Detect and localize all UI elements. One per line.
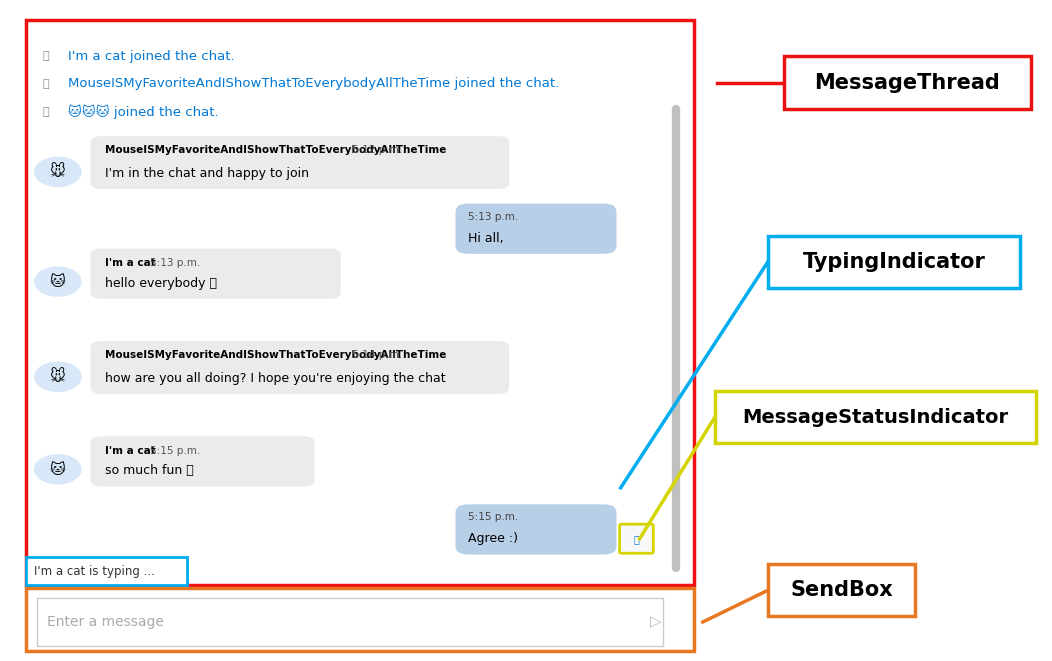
Text: 🐱🐱🐱 joined the chat.: 🐱🐱🐱 joined the chat. [68, 104, 219, 119]
Text: so much fun 🙂: so much fun 🙂 [105, 464, 194, 477]
Text: MouseISMyFavoriteAndIShowThatToEverybodyAllTheTime joined the chat.: MouseISMyFavoriteAndIShowThatToEverybody… [68, 77, 560, 91]
Text: I'm a cat: I'm a cat [105, 446, 156, 455]
Text: 🐭: 🐭 [49, 165, 66, 179]
FancyBboxPatch shape [90, 341, 509, 394]
Text: MouseISMyFavoriteAndIShowThatToEverybodyAllTheTime: MouseISMyFavoriteAndIShowThatToEverybody… [105, 145, 447, 155]
Text: 5:15 p.m.: 5:15 p.m. [149, 446, 200, 455]
Bar [768, 564, 915, 616]
Text: 5:14 p.m.: 5:14 p.m. [352, 350, 403, 360]
Bar [37, 598, 663, 646]
Text: MessageThread: MessageThread [814, 73, 1000, 93]
Text: 👥: 👥 [42, 79, 48, 89]
Text: I'm a cat joined the chat.: I'm a cat joined the chat. [68, 50, 235, 63]
FancyBboxPatch shape [620, 524, 653, 553]
Text: Hi all,: Hi all, [468, 231, 504, 245]
Circle shape [35, 455, 81, 484]
FancyBboxPatch shape [456, 204, 616, 254]
Circle shape [35, 267, 81, 296]
Text: 🐱: 🐱 [49, 462, 66, 477]
Text: 5:13 p.m.: 5:13 p.m. [149, 258, 200, 268]
Text: SendBox: SendBox [790, 580, 893, 600]
Circle shape [35, 157, 81, 186]
Text: 👥: 👥 [42, 106, 48, 117]
Bar [26, 557, 187, 585]
Text: I'm a cat is typing ...: I'm a cat is typing ... [34, 564, 155, 578]
Text: 👁: 👁 [633, 533, 640, 544]
Text: Agree :): Agree :) [468, 532, 519, 545]
Text: 5:15 p.m.: 5:15 p.m. [468, 512, 519, 522]
FancyBboxPatch shape [90, 249, 341, 299]
Text: 👥: 👥 [42, 51, 48, 61]
Text: hello everybody 🙂: hello everybody 🙂 [105, 276, 217, 290]
Text: 🐭: 🐭 [49, 369, 66, 384]
Text: TypingIndicator: TypingIndicator [803, 252, 986, 272]
Circle shape [35, 362, 81, 391]
Text: I'm a cat: I'm a cat [105, 258, 156, 268]
Text: how are you all doing? I hope you're enjoying the chat: how are you all doing? I hope you're enj… [105, 371, 446, 385]
Text: 5:13 p.m.: 5:13 p.m. [468, 212, 519, 221]
Text: MouseISMyFavoriteAndIShowThatToEverybodyAllTheTime: MouseISMyFavoriteAndIShowThatToEverybody… [105, 350, 447, 360]
FancyBboxPatch shape [456, 504, 616, 555]
Bar [715, 391, 1036, 443]
Bar [26, 20, 694, 585]
Text: 5:12 p.m.: 5:12 p.m. [352, 145, 403, 155]
FancyBboxPatch shape [90, 436, 315, 486]
Bar [768, 236, 1020, 288]
Bar [784, 56, 1031, 109]
Text: ▷: ▷ [650, 615, 662, 629]
Text: I'm in the chat and happy to join: I'm in the chat and happy to join [105, 167, 309, 180]
Bar [26, 588, 694, 651]
FancyBboxPatch shape [90, 136, 509, 189]
Text: MessageStatusIndicator: MessageStatusIndicator [743, 408, 1009, 426]
Text: 🐱: 🐱 [49, 274, 66, 289]
Text: Enter a message: Enter a message [47, 615, 164, 629]
